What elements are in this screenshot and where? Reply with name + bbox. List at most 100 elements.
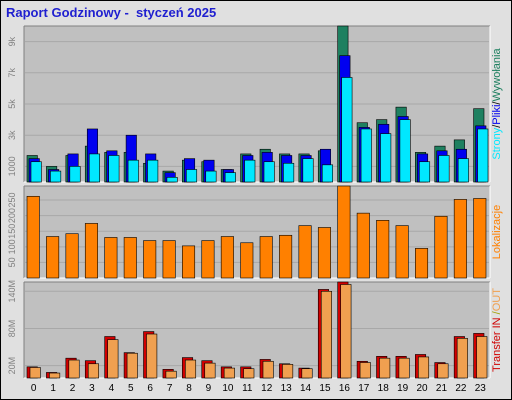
y-tick-label: 3k	[7, 130, 17, 140]
bar-wywołania	[166, 177, 178, 183]
bar-lokalizacje	[162, 240, 176, 279]
side-label: Transfer IN /OUT	[491, 288, 503, 372]
bar-lokalizacje	[434, 215, 448, 279]
x-tick-label: 22	[455, 383, 467, 394]
x-tick-label: 20	[416, 383, 428, 394]
bar-wywołania	[302, 158, 314, 183]
bar-wywołania	[263, 161, 275, 183]
bar-wywołania	[186, 169, 198, 183]
x-tick-label: 10	[222, 383, 234, 394]
bar-lokalizacje	[453, 199, 467, 279]
x-tick-label: 0	[31, 383, 37, 394]
bar-transfer-out	[437, 363, 449, 379]
bar-transfer-out	[301, 368, 313, 379]
x-tick-label: 15	[319, 383, 331, 394]
bar-lokalizacje	[259, 236, 273, 279]
y-tick-label: 140M	[7, 280, 17, 303]
y-tick-label: 100	[7, 239, 17, 254]
bar-wywołania	[69, 166, 81, 183]
bar-transfer-out	[126, 352, 138, 379]
bar-wywołania	[244, 159, 256, 183]
side-label-part: /	[491, 124, 503, 128]
y-tick-label: 7k	[7, 68, 17, 78]
bar-lokalizacje	[104, 237, 118, 279]
bar-lokalizacje	[201, 240, 215, 279]
bar-wywołania	[477, 128, 489, 183]
bar-lokalizacje	[26, 195, 40, 279]
y-tick-label: 250	[7, 193, 17, 208]
x-tick-label: 1	[50, 383, 56, 394]
x-tick-label: 16	[339, 383, 351, 394]
chart-title: Raport Godzinowy - styczeń 2025	[6, 5, 217, 20]
bar-lokalizacje	[356, 212, 370, 279]
x-tick-label: 12	[261, 383, 273, 394]
x-tick-label: 7	[167, 383, 173, 394]
plot-area	[24, 282, 490, 378]
side-label-part: /	[491, 101, 503, 105]
y-tick-label: 200	[7, 208, 17, 223]
x-tick-label: 21	[436, 383, 448, 394]
bar-transfer-out	[456, 338, 468, 379]
x-tick-label: 11	[242, 383, 253, 394]
bar-transfer-out	[107, 339, 119, 379]
side-label-part: Transfer	[491, 331, 503, 372]
x-tick-label: 8	[186, 383, 192, 394]
bar-transfer-out	[418, 356, 430, 379]
bar-lokalizacje	[65, 233, 79, 279]
y-tick-label: 1000	[7, 156, 17, 176]
bar-wywołania	[147, 159, 159, 183]
side-label-part: Lokalizacje	[491, 205, 503, 259]
bar-lokalizacje	[317, 227, 331, 279]
bar-wywołania	[360, 128, 372, 183]
x-tick-label: 6	[147, 383, 153, 394]
bar-lokalizacje	[395, 225, 409, 279]
bar-transfer-out	[87, 363, 99, 379]
bar-transfer-out	[320, 290, 332, 379]
bar-wywołania	[88, 153, 100, 183]
y-tick-label: 50	[7, 257, 17, 267]
side-label: Lokalizacje	[491, 205, 503, 259]
bar-transfer-out	[243, 368, 255, 379]
bar-lokalizacje	[220, 236, 234, 279]
bar-wywołania	[50, 170, 62, 183]
bar-wywołania	[438, 155, 450, 183]
bar-lokalizacje	[240, 242, 254, 279]
bar-transfer-out	[223, 367, 235, 379]
x-tick-label: 3	[89, 383, 95, 394]
bar-lokalizacje	[473, 198, 487, 279]
side-label-part: /	[491, 310, 503, 317]
x-tick-label: 2	[70, 383, 76, 394]
bar-lokalizacje	[337, 185, 351, 279]
x-tick-label: 18	[378, 383, 390, 394]
x-tick-label: 5	[128, 383, 134, 394]
x-tick-label: 23	[475, 383, 487, 394]
bar-wywołania	[399, 119, 411, 183]
x-tick-label: 19	[397, 383, 409, 394]
bar-transfer-out	[359, 362, 371, 379]
bar-wywołania	[30, 161, 42, 183]
x-tick-label: 13	[281, 383, 293, 394]
side-label-part: Strony	[491, 127, 503, 159]
bar-transfer-out	[204, 362, 216, 379]
y-tick-label: 150	[7, 224, 17, 239]
y-tick-label: 9k	[7, 36, 17, 46]
side-label-part: Wywołania	[491, 48, 503, 102]
bar-wywołania	[341, 77, 353, 183]
bar-transfer-out	[146, 333, 158, 379]
y-tick-label: 5k	[7, 99, 17, 109]
bar-wywołania	[205, 170, 217, 183]
y-tick-label: 20M	[7, 357, 17, 375]
x-tick-label: 9	[206, 383, 212, 394]
bar-transfer-out	[398, 357, 410, 379]
bar-transfer-out	[165, 370, 177, 379]
side-label-part: OUT	[491, 288, 503, 312]
bar-wywołania	[380, 133, 392, 183]
bar-transfer-out	[29, 367, 41, 379]
bar-lokalizacje	[123, 237, 137, 279]
bar-lokalizacje	[182, 245, 196, 279]
bar-wywołania	[224, 172, 236, 183]
bar-transfer-out	[476, 336, 488, 379]
bar-lokalizacje	[298, 225, 312, 279]
bar-lokalizacje	[84, 223, 98, 279]
